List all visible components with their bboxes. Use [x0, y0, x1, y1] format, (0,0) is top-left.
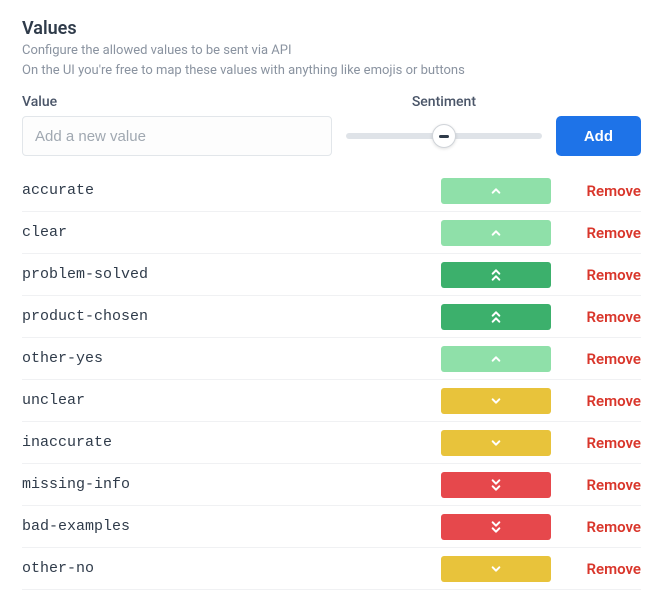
remove-button[interactable]: Remove — [579, 476, 641, 494]
value-row: other-no Remove — [22, 548, 641, 590]
sentiment-badge[interactable] — [441, 430, 551, 456]
add-value-form: Value Sentiment Add — [22, 94, 641, 156]
value-name: unclear — [22, 392, 441, 409]
value-row: missing-info Remove — [22, 464, 641, 506]
value-name: product-chosen — [22, 308, 441, 325]
value-row: unclear Remove — [22, 380, 641, 422]
chevron-down-icon — [489, 438, 503, 448]
sentiment-field-col: Sentiment — [346, 94, 542, 156]
value-row: bad-examples Remove — [22, 506, 641, 548]
page-subtitle: Configure the allowed values to be sent … — [22, 41, 641, 80]
value-row: product-chosen Remove — [22, 296, 641, 338]
value-name: inaccurate — [22, 434, 441, 451]
values-list: accurate Remove clear Remove problem-solved R… — [22, 170, 641, 590]
sentiment-label: Sentiment — [346, 94, 542, 110]
sentiment-badge[interactable] — [441, 388, 551, 414]
slider-thumb[interactable] — [432, 124, 456, 148]
sentiment-badge[interactable] — [441, 472, 551, 498]
sentiment-slider[interactable] — [346, 116, 542, 156]
remove-button[interactable]: Remove — [579, 518, 641, 536]
value-field-col: Value — [22, 94, 332, 156]
remove-button[interactable]: Remove — [579, 434, 641, 452]
value-row: clear Remove — [22, 212, 641, 254]
subtitle-line2: On the UI you're free to map these value… — [22, 63, 465, 78]
remove-button[interactable]: Remove — [579, 224, 641, 242]
chevron-down-icon — [489, 396, 503, 406]
value-label: Value — [22, 94, 332, 110]
value-row: other-yes Remove — [22, 338, 641, 380]
value-name: other-yes — [22, 350, 441, 367]
sentiment-badge[interactable] — [441, 304, 551, 330]
value-name: accurate — [22, 182, 441, 199]
remove-button[interactable]: Remove — [579, 560, 641, 578]
remove-button[interactable]: Remove — [579, 392, 641, 410]
value-row: inaccurate Remove — [22, 422, 641, 464]
value-name: bad-examples — [22, 518, 441, 535]
chevron-down-icon — [489, 564, 503, 574]
sentiment-badge[interactable] — [441, 220, 551, 246]
sentiment-badge[interactable] — [441, 262, 551, 288]
remove-button[interactable]: Remove — [579, 182, 641, 200]
page-title: Values — [22, 18, 641, 39]
double-chevron-up-icon — [489, 309, 503, 325]
value-input[interactable] — [22, 116, 332, 156]
value-row: problem-solved Remove — [22, 254, 641, 296]
double-chevron-down-icon — [489, 477, 503, 493]
subtitle-line1: Configure the allowed values to be sent … — [22, 43, 292, 58]
sentiment-badge[interactable] — [441, 178, 551, 204]
value-name: missing-info — [22, 476, 441, 493]
value-name: other-no — [22, 560, 441, 577]
sentiment-badge[interactable] — [441, 514, 551, 540]
sentiment-badge[interactable] — [441, 556, 551, 582]
chevron-up-icon — [489, 228, 503, 238]
add-button[interactable]: Add — [556, 116, 641, 156]
value-row: accurate Remove — [22, 170, 641, 212]
sentiment-badge[interactable] — [441, 346, 551, 372]
remove-button[interactable]: Remove — [579, 266, 641, 284]
chevron-up-icon — [489, 186, 503, 196]
value-name: clear — [22, 224, 441, 241]
double-chevron-down-icon — [489, 519, 503, 535]
remove-button[interactable]: Remove — [579, 350, 641, 368]
remove-button[interactable]: Remove — [579, 308, 641, 326]
value-name: problem-solved — [22, 266, 441, 283]
double-chevron-up-icon — [489, 267, 503, 283]
chevron-up-icon — [489, 354, 503, 364]
